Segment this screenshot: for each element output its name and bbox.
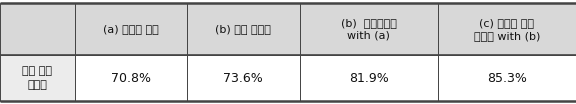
Text: 81.9%: 81.9%	[348, 72, 389, 84]
Text: (b)  조명정규화
with (a): (b) 조명정규화 with (a)	[340, 17, 397, 41]
Bar	[438, 55, 576, 101]
Bar	[300, 55, 438, 101]
Bar	[300, 3, 438, 55]
Bar	[75, 55, 187, 101]
Bar	[0, 55, 75, 101]
Text: (b) 자세 정규화: (b) 자세 정규화	[215, 24, 271, 34]
Bar	[187, 55, 300, 101]
Bar	[75, 3, 187, 55]
Bar	[187, 3, 300, 55]
Text: (c) 지역적 조명
정규화 with (b): (c) 지역적 조명 정규화 with (b)	[473, 17, 540, 41]
Text: 얼굴 인식
정확도: 얼굴 인식 정확도	[22, 66, 52, 90]
Text: (a) 전처리 없음: (a) 전처리 없음	[103, 24, 159, 34]
Text: 85.3%: 85.3%	[487, 72, 527, 84]
Text: 70.8%: 70.8%	[111, 72, 151, 84]
Bar	[0, 3, 75, 55]
Text: 73.6%: 73.6%	[223, 72, 263, 84]
Bar	[438, 3, 576, 55]
